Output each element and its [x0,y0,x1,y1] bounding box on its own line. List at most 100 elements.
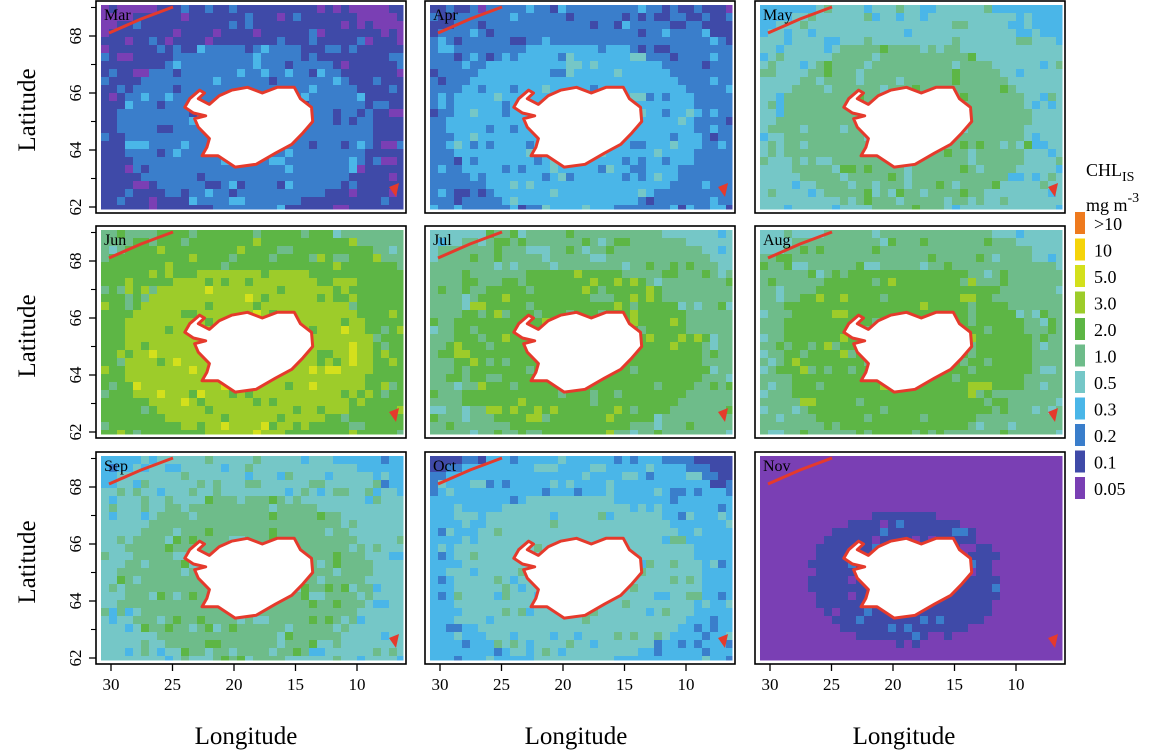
iceland-landmass [842,85,974,169]
y-tick-label: 64 [66,141,85,159]
x-tick-label: 25 [164,675,181,694]
faroe-islands [1048,408,1058,422]
chlorophyll-field [430,230,733,435]
x-tick-label: 30 [762,675,779,694]
legend-label: 0.5 [1094,373,1117,393]
legend-label: 1.0 [1094,347,1117,367]
chlorophyll-field [430,456,733,661]
legend-swatch [1075,265,1085,287]
legend-unit: mg m-3 [1086,191,1139,215]
faroe-islands [389,183,399,197]
panel-frame [424,225,736,439]
panel-apr: Apr [424,0,736,214]
y-tick-label: 66 [66,310,85,327]
iceland-landmass [183,310,315,394]
panel-sep: Sep [95,451,407,665]
panel-nov: Nov [754,451,1066,665]
chlorophyll-field [760,230,1063,435]
iceland-landmass [842,536,974,620]
panel-month-label: Sep [104,458,128,475]
panel-jun: Jun [95,225,407,439]
legend-swatch [1075,450,1085,473]
y-axis-title-row3: Latitude [14,520,41,603]
faroe-islands [1048,634,1058,648]
iceland-landmass [512,85,644,169]
faroe-islands [389,634,399,648]
y-tick-label: 66 [66,536,85,553]
y-tick-label: 68 [66,253,85,270]
y-tick-label: 64 [66,366,85,384]
y-tick-label: 68 [66,479,85,496]
iceland-landmass [512,536,644,620]
greenland-coast [108,456,174,486]
legend-label: >10 [1094,214,1122,234]
x-tick-label: 30 [103,675,120,694]
panel-frame [754,0,1066,214]
legend-label: 0.3 [1094,400,1117,420]
panel-month-label: Nov [763,458,791,475]
greenland-coast [767,456,833,486]
iceland-landmass [512,310,644,394]
iceland-landmass [183,85,315,169]
legend-swatch [1075,424,1085,446]
y-tick-label: 62 [66,424,85,441]
panel-month-label: Apr [433,7,459,24]
x-tick-label: 20 [226,675,243,694]
legend-title: CHLIS [1086,160,1134,185]
faroe-islands [389,408,399,422]
panel-month-label: Mar [104,7,131,24]
panel-frame [95,451,407,665]
x-tick-label: 25 [493,675,510,694]
panel-may: May [754,0,1066,214]
panel-month-label: Jul [433,232,452,249]
x-axis-title-col1: Longitude [195,723,298,750]
panel-mar: Mar [95,0,407,214]
panel-aug: Aug [754,225,1066,439]
greenland-coast [437,5,503,35]
iceland-landmass [183,536,315,620]
panel-frame [424,451,736,665]
faroe-islands [718,183,728,197]
x-tick-label: 15 [616,675,633,694]
greenland-coast [108,5,174,35]
axes: 62 64 66 68 62 64 66 68 62 64 66 68 30 25 20 15 10 30 25 20… [66,6,1025,694]
x-tick-label: 15 [287,675,304,694]
greenland-coast [437,456,503,486]
x-axis-title-col3: Longitude [853,723,956,750]
panel-month-label: Oct [433,458,457,475]
x-tick-label: 10 [349,675,366,694]
x-tick-label: 25 [823,675,840,694]
x-tick-label: 15 [946,675,963,694]
faroe-islands [718,634,728,648]
legend-label: 10 [1094,241,1112,261]
panel-frame [754,225,1066,439]
greenland-coast [437,230,503,260]
legend-swatch [1075,477,1085,499]
panel-month-label: May [763,7,792,24]
panel-frame [95,225,407,439]
y-tick-label: 64 [66,592,85,610]
panel-frame [424,0,736,214]
legend-swatch [1075,291,1085,314]
greenland-coast [767,230,833,260]
y-axis-title-row2: Latitude [14,294,41,377]
legend-swatch [1075,344,1085,367]
faroe-islands [1048,183,1058,197]
x-tick-label: 30 [432,675,449,694]
legend-label: 0.1 [1094,453,1117,473]
panel-frame [754,451,1066,665]
chlorophyll-field [760,5,1063,210]
legend-swatch [1075,397,1085,420]
legend: CHLIS mg m-3 >10 10 5.0 3.0 2.0 1.0 0.5 0.3 0.2 0… [1075,160,1139,499]
x-tick-label: 20 [885,675,902,694]
legend-swatch [1075,212,1085,234]
panel-jul: Jul [424,225,736,439]
greenland-coast [108,230,174,260]
panel-frame [95,0,407,214]
map-panels: Mar Apr May Jun Jul Aug Sep Oct Nov [95,0,1066,665]
chlorophyll-field [760,456,1063,661]
y-axis-title-row1: Latitude [14,68,41,151]
y-tick-label: 62 [66,650,85,667]
legend-label: 0.2 [1094,426,1117,446]
